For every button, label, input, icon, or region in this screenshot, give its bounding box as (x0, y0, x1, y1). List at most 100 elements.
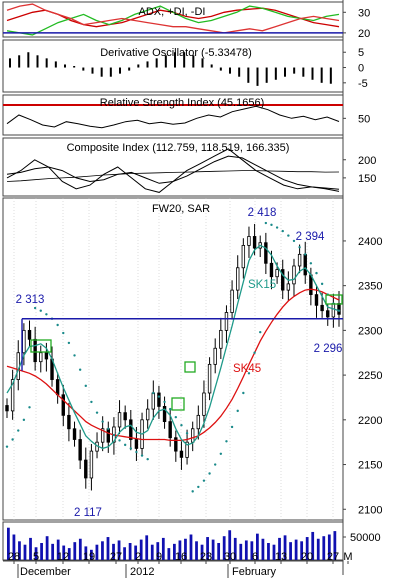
adx-series-line-2 (6, 3, 340, 34)
sar-dot (28, 406, 31, 409)
volume-bar (173, 543, 176, 560)
volume-bar (305, 537, 309, 560)
deriv-osc-bar (128, 67, 131, 71)
sar-dot (67, 341, 71, 345)
price-candle-body (55, 379, 60, 396)
price-level-annotation-3: 2 296 (314, 343, 343, 355)
price-candle-body (286, 283, 291, 291)
deriv-osc-bar (91, 67, 94, 74)
deriv-osc-bar (73, 66, 76, 68)
price-candle-body (78, 439, 82, 461)
price-candle-body (145, 408, 150, 421)
deriv-osc-bar (9, 58, 11, 68)
sar-dot (219, 452, 223, 456)
volume-bar (7, 527, 10, 560)
volume-bar (150, 544, 154, 560)
x-day-label-13: 27 (327, 551, 339, 563)
volume-bar (272, 544, 276, 560)
price-candle-body (292, 265, 296, 285)
x-day-label-1: 5 (33, 551, 39, 563)
deriv-osc-bar (100, 67, 103, 77)
deriv-osc-bar (293, 67, 296, 74)
volume-bar (244, 540, 248, 560)
sar-dot (101, 420, 104, 423)
volume-bar (128, 543, 132, 560)
price-level-annotation-0: 2 418 (248, 207, 277, 219)
volume-bar (239, 543, 243, 560)
sar-dot (118, 439, 121, 442)
x-month-label-1: 2012 (130, 566, 154, 578)
sar-dot (17, 429, 20, 432)
sar-dot (174, 415, 178, 419)
price-tick-label-4: 2200 (358, 415, 382, 427)
volume-bar (294, 539, 298, 560)
volume-bar (261, 538, 265, 560)
deriv-osc-tick-label-1: 0 (358, 63, 364, 75)
sar-dot (152, 391, 155, 395)
deriv-osc-bar (219, 67, 222, 71)
volume-bar (84, 546, 88, 560)
volume-bar (56, 539, 60, 560)
volume-bar (78, 538, 82, 560)
price-candle-body (89, 450, 94, 479)
x-day-label-0: 28 (8, 551, 20, 563)
volume-bar (167, 548, 171, 560)
volume-bar (134, 545, 138, 560)
deriv-osc-bar (210, 64, 213, 68)
composite-tick-label-1: 150 (358, 173, 376, 185)
volume-bar (40, 543, 43, 560)
volume-bar (62, 545, 66, 560)
sar-dot (90, 400, 93, 404)
rsi-tick-label-0: 50 (358, 113, 370, 125)
volume-bar (206, 537, 209, 560)
volume-bar (73, 542, 77, 560)
deriv-osc-tick-label-2: -5 (358, 78, 368, 90)
deriv-osc-bar (284, 67, 286, 77)
deriv-osc-bar (238, 67, 241, 77)
deriv-osc-bar (109, 67, 112, 77)
sar-dot (287, 234, 290, 237)
volume-bar (145, 535, 149, 560)
x-day-label-7: 16 (175, 551, 187, 563)
composite-title: Composite Index (112.759, 118.519, 166.3… (67, 142, 290, 154)
volume-bar (311, 531, 315, 560)
volume-bar (233, 537, 237, 560)
volume-bar (139, 539, 143, 560)
x-day-label-3: 19 (83, 551, 95, 563)
price-candle-body (224, 312, 229, 331)
price-candle-body (213, 347, 217, 365)
sar-dot (208, 472, 211, 475)
price-tick-label-5: 2150 (358, 460, 382, 472)
deriv-osc-bar (36, 55, 39, 68)
price-candle-body (230, 289, 234, 313)
price-candle-body (179, 450, 184, 458)
sma-slow-line (6, 288, 340, 442)
sar-dot (95, 411, 99, 414)
composite-tick-label-0: 200 (358, 155, 376, 167)
deriv-osc-bar (119, 67, 121, 74)
price-candle-body (219, 329, 223, 349)
deriv-osc-bar (256, 67, 259, 86)
price-tick-label-1: 2350 (358, 281, 382, 293)
deriv-osc-bar (18, 55, 21, 68)
volume-bar (267, 543, 270, 560)
price-candle-body (303, 253, 307, 276)
sar-dot (337, 309, 341, 312)
pattern-box-3 (325, 294, 343, 305)
price-candle-body (22, 329, 26, 354)
sar-dot (123, 443, 127, 447)
sma-slow-label: SK45 (233, 363, 261, 375)
deriv-osc-bar (27, 52, 30, 68)
price-candle-body (168, 421, 172, 439)
price-candle-body (27, 329, 32, 340)
volume-bar (327, 534, 331, 560)
sar-dot (129, 447, 132, 450)
sar-dot (253, 351, 256, 354)
composite-series-line-1 (6, 155, 340, 190)
price-candle-body (151, 392, 156, 410)
sar-dot (180, 423, 183, 427)
sar-dot (157, 395, 161, 398)
deriv-osc-bar (274, 67, 277, 80)
price-candle-body (202, 392, 206, 416)
sar-dot (45, 313, 48, 316)
